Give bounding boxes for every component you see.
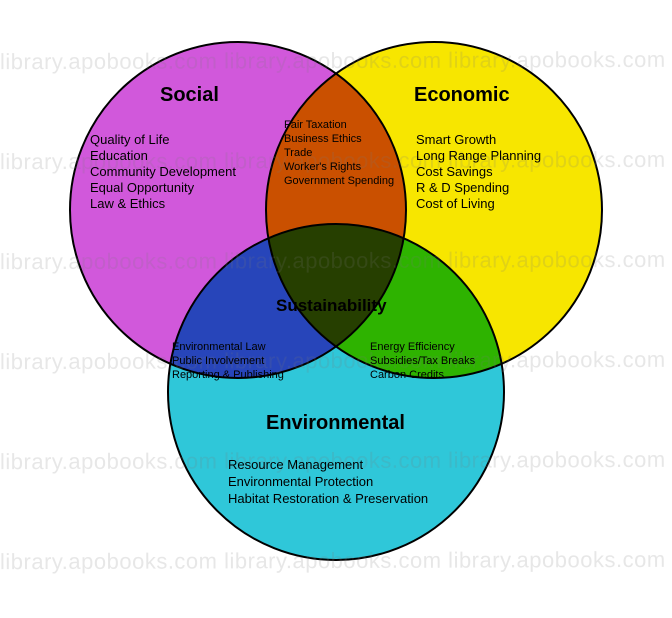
venn-item: Equal Opportunity <box>90 180 236 196</box>
venn-item: Environmental Law <box>172 340 284 354</box>
venn-item: Cost Savings <box>416 164 541 180</box>
venn-item: Business Ethics <box>284 132 394 146</box>
venn-item: Community Development <box>90 164 236 180</box>
items-social: Quality of LifeEducationCommunity Develo… <box>90 132 236 212</box>
venn-item: Subsidies/Tax Breaks <box>370 354 475 368</box>
venn-item: Reporting & Publishing <box>172 368 284 382</box>
venn-item: Habitat Restoration & Preservation <box>228 490 428 507</box>
heading-social: Social <box>160 84 219 107</box>
venn-item: Cost of Living <box>416 196 541 212</box>
venn-item: Trade <box>284 146 394 160</box>
venn-item: Energy Efficiency <box>370 340 475 354</box>
circle-environmental <box>168 224 504 560</box>
venn-item: Long Range Planning <box>416 148 541 164</box>
items-social-economic: Fair TaxationBusiness EthicsTradeWorker'… <box>284 118 394 188</box>
venn-item: Environmental Protection <box>228 473 428 490</box>
venn-item: Worker's Rights <box>284 160 394 174</box>
venn-item: Education <box>90 148 236 164</box>
items-economic: Smart GrowthLong Range PlanningCost Savi… <box>416 132 541 212</box>
items-environmental: Resource ManagementEnvironmental Protect… <box>228 456 428 507</box>
items-social-environmental: Environmental LawPublic InvolvementRepor… <box>172 340 284 382</box>
venn-item: Law & Ethics <box>90 196 236 212</box>
venn-item: R & D Spending <box>416 180 541 196</box>
center-label-sustainability: Sustainability <box>276 296 387 316</box>
venn-item: Carbon Credits <box>370 368 475 382</box>
venn-diagram-stage: library.apobooks.com library.apobooks.co… <box>0 0 672 618</box>
venn-item: Fair Taxation <box>284 118 394 132</box>
heading-environmental: Environmental <box>266 412 405 435</box>
venn-item: Public Involvement <box>172 354 284 368</box>
venn-item: Smart Growth <box>416 132 541 148</box>
venn-item: Resource Management <box>228 456 428 473</box>
heading-economic: Economic <box>414 84 510 107</box>
items-economic-environmental: Energy EfficiencySubsidies/Tax BreaksCar… <box>370 340 475 382</box>
venn-item: Government Spending <box>284 174 394 188</box>
venn-item: Quality of Life <box>90 132 236 148</box>
